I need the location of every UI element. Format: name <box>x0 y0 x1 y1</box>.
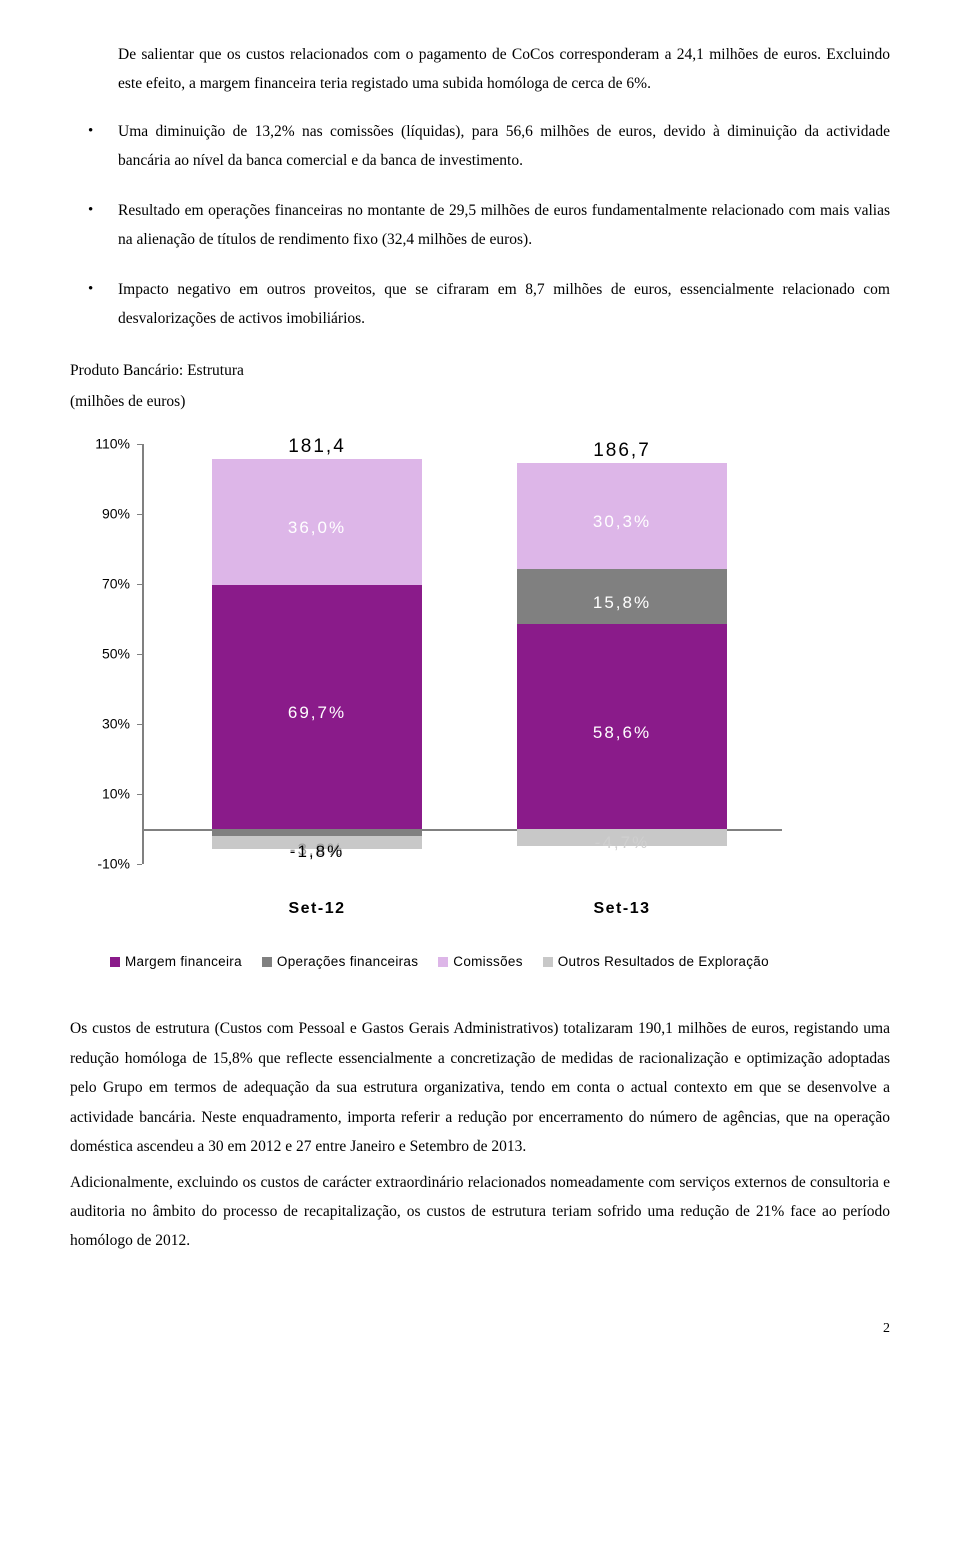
legend-label: Operações financeiras <box>277 949 418 975</box>
page-number: 2 <box>70 1316 890 1343</box>
bullet-item: Resultado em operações financeiras no mo… <box>70 196 890 255</box>
bullet-item: Uma diminuição de 13,2% nas comissões (l… <box>70 117 890 176</box>
stacked-bar-chart: 110%90%70%50%30%10%-10%181,4-3,8%-1,8%69… <box>70 434 830 974</box>
legend-swatch <box>543 957 553 967</box>
body-paragraph: Os custos de estrutura (Custos com Pesso… <box>70 1014 890 1161</box>
y-axis-tick: 50% <box>70 641 130 668</box>
legend-item: Margem financeira <box>110 949 242 975</box>
bar-segment-label: 36,0% <box>212 512 422 544</box>
y-axis-tick: 110% <box>70 431 130 458</box>
bullet-item: Impacto negativo em outros proveitos, qu… <box>70 275 890 334</box>
chart-title: Produto Bancário: Estrutura <box>70 356 890 385</box>
category-label: Set-12 <box>212 894 422 924</box>
y-axis-tick: 10% <box>70 781 130 808</box>
bar-segment-label: 15,8% <box>517 587 727 619</box>
legend-swatch <box>110 957 120 967</box>
body-paragraph: Adicionalmente, excluindo os custos de c… <box>70 1168 890 1256</box>
legend-label: Outros Resultados de Exploração <box>558 949 769 975</box>
legend-label: Comissões <box>453 949 522 975</box>
bar-segment-label: -4,7% <box>517 827 727 859</box>
y-axis-tick: 90% <box>70 501 130 528</box>
legend-item: Operações financeiras <box>262 949 418 975</box>
y-axis-tick: 30% <box>70 711 130 738</box>
legend-item: Outros Resultados de Exploração <box>543 949 769 975</box>
bar-segment-label: 58,6% <box>517 717 727 749</box>
lead-paragraph: De salientar que os custos relacionados … <box>118 40 890 99</box>
legend-label: Margem financeira <box>125 949 242 975</box>
bar-segment-label: 30,3% <box>517 506 727 538</box>
y-axis-tick: -10% <box>70 851 130 878</box>
category-label: Set-13 <box>517 894 727 924</box>
y-axis-tick: 70% <box>70 571 130 598</box>
chart-legend: Margem financeira Operações financeiras Co… <box>110 949 850 975</box>
legend-swatch <box>438 957 448 967</box>
bar-segment-label: -1,8% <box>212 836 422 868</box>
bullet-list: Uma diminuição de 13,2% nas comissões (l… <box>70 117 890 334</box>
bar-segment-label: 69,7% <box>212 697 422 729</box>
legend-item: Comissões <box>438 949 522 975</box>
legend-swatch <box>262 957 272 967</box>
chart-subtitle: (milhões de euros) <box>70 387 890 416</box>
